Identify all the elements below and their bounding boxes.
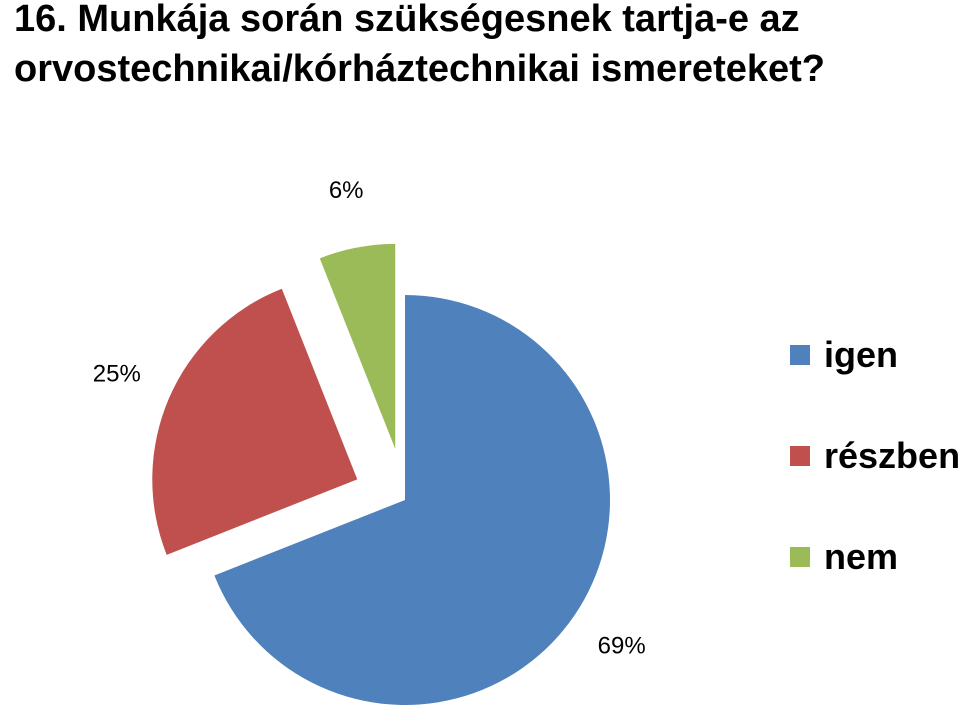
- data-label-reszben: 25%: [93, 361, 141, 388]
- chart-title-line-2: orvostechnikai/kórháztechnikai ismeretek…: [14, 48, 825, 90]
- chart-legend: igen részben nem: [790, 330, 960, 633]
- legend-item-igen: igen: [790, 330, 960, 380]
- legend-item-nem: nem: [790, 532, 960, 582]
- legend-label-igen: igen: [824, 334, 899, 375]
- data-label-igen: 69%: [598, 633, 646, 660]
- legend-label-reszben: részben: [824, 435, 960, 476]
- legend-label-nem: nem: [824, 536, 899, 577]
- chart-title: 16. Munkája során szükségesnek tartja-e …: [14, 0, 954, 94]
- legend-swatch-reszben: [790, 446, 810, 466]
- legend-item-reszben: részben: [790, 431, 960, 481]
- data-label-nem: 6%: [329, 177, 364, 204]
- chart-title-line-1: 16. Munkája során szükségesnek tartja-e …: [14, 0, 800, 40]
- legend-swatch-igen: [790, 345, 810, 365]
- legend-swatch-nem: [790, 547, 810, 567]
- pie-slice-nem: [319, 243, 396, 449]
- pie-slice-reszben: [152, 288, 358, 555]
- pie-slice-igen: [214, 295, 610, 705]
